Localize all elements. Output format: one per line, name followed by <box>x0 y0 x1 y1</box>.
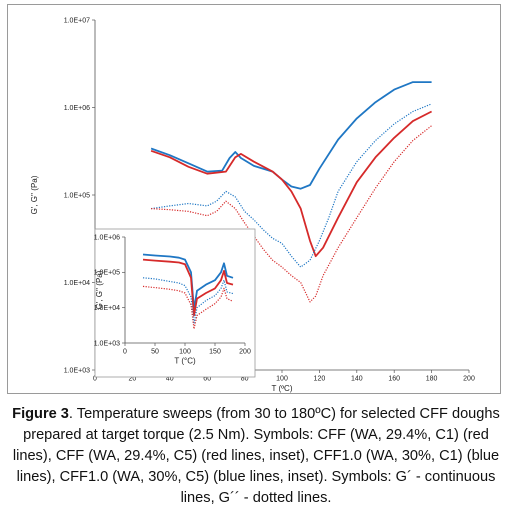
main-y-tick-label: 1.0E+03 <box>64 367 90 374</box>
main-series-1-line <box>150 81 432 190</box>
main-chart: 0 20 40 60 80 100 120 140 160 180 200 1.0E+03 1.0E+0… <box>30 17 475 393</box>
inset-y-tick-label: 1.0E+06 <box>94 234 120 241</box>
main-y-tick-label: 1.0E+05 <box>64 192 90 199</box>
figure-caption: Figure 3. Temperature sweeps (from 30 to… <box>6 404 506 509</box>
main-x-tick-label: 60 <box>203 376 211 383</box>
inset-series-1-line <box>142 253 234 311</box>
main-y-tick-label: 1.0E+04 <box>64 280 90 287</box>
inset-chart: 0 50 100 150 200 1.0E+03 1.0E+04 1.0E+05 1.0E+06… <box>94 228 256 378</box>
caption-label: Figure 3 <box>12 406 69 422</box>
inset-x-tick-label: 150 <box>209 349 221 356</box>
inset-y-axis-title: G', G'' (Pa) <box>95 270 104 309</box>
inset-x-tick-label: 100 <box>179 349 191 356</box>
inset-x-tick-label: 0 <box>123 349 127 356</box>
inset-series-4-line <box>142 285 234 330</box>
main-x-tick-label: 200 <box>463 376 475 383</box>
main-x-tick-label: 0 <box>93 376 97 383</box>
main-x-tick-label: 140 <box>351 376 363 383</box>
main-x-tick-label: 100 <box>276 376 288 383</box>
main-series-2-line <box>150 110 433 258</box>
inset-series-3-line <box>142 277 234 325</box>
inset-x-tick-label: 50 <box>151 349 159 356</box>
caption-text: . Temperature sweeps (from 30 to 180ºC) … <box>12 406 500 506</box>
inset-frame <box>94 228 256 378</box>
temperature-sweep-chart: 0 20 40 60 80 100 120 140 160 180 200 1.0E+03 1.0E+0… <box>30 17 475 393</box>
inset-y-tick-label: 1.0E+03 <box>94 340 120 347</box>
main-x-tick-label: 180 <box>426 376 438 383</box>
main-y-tick-label: 1.0E+07 <box>64 17 90 24</box>
main-series-4-line <box>151 125 432 303</box>
main-x-tick-label: 120 <box>314 376 326 383</box>
inset-series-2-line <box>142 258 234 317</box>
inset-x-tick-label: 200 <box>239 349 251 356</box>
inset-y-tick-label: 1.0E+04 <box>94 305 120 312</box>
main-x-axis-title: T (ºC) <box>272 384 293 393</box>
main-x-tick-label: 160 <box>388 376 400 383</box>
main-x-tick-label: 20 <box>129 376 137 383</box>
main-y-axis-title: G', G'' (Pa) <box>30 175 39 214</box>
main-y-tick-label: 1.0E+06 <box>64 105 90 112</box>
figure-frame: 0 20 40 60 80 100 120 140 160 180 200 1.0E+03 1.0E+0… <box>7 4 501 394</box>
inset-y-tick-label: 1.0E+05 <box>94 270 120 277</box>
main-x-tick-label: 80 <box>241 376 249 383</box>
inset-x-axis-title: T (°C) <box>174 357 196 366</box>
main-x-tick-label: 40 <box>166 376 174 383</box>
